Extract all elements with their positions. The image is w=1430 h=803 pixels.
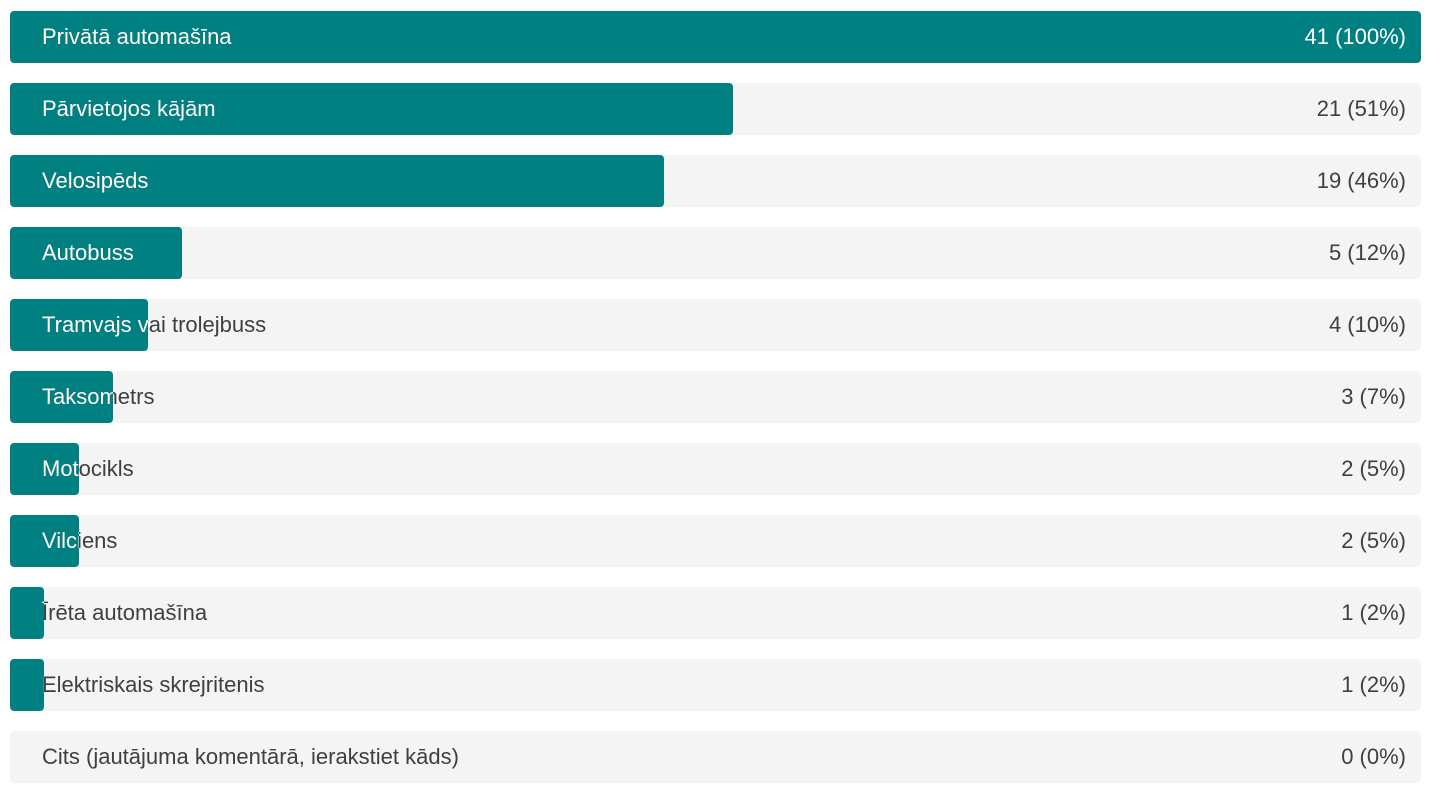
bar-row: Tramvajs vai trolejbuss 4 (10%) Tramvajs v… [10, 299, 1421, 351]
bar-row: Pārvietojos kājām 21 (51%) Pārvietojos kāj… [10, 83, 1421, 135]
category-label-on-bar: Privātā automašīna [42, 24, 232, 49]
bar-row: Īrēta automašīna 1 (2%) Īrēta automašīna [10, 587, 1421, 639]
value-label: 1 (2%) [1341, 672, 1406, 697]
value-label: 5 (12%) [1328, 240, 1406, 265]
bar-row: Cits (jautājuma komentārā, ierakstiet kā… [10, 731, 1421, 783]
category-label: Īrēta automašīna [42, 600, 208, 625]
bar [10, 11, 1421, 63]
bar [10, 155, 664, 207]
value-label: 0 (0%) [1341, 744, 1406, 769]
value-label: 21 (51%) [1316, 96, 1406, 121]
bar [10, 299, 148, 351]
bar [10, 515, 79, 567]
category-label: Tramvajs vai trolejbuss [42, 312, 267, 337]
value-label: 2 (5%) [1341, 528, 1406, 553]
bar-row: Velosipēds 19 (46%) Velosipēds [10, 155, 1421, 207]
category-label-on-bar: Elektriskais skrejritenis [42, 659, 44, 711]
bar [10, 227, 182, 279]
bar-row: Elektriskais skrejritenis 1 (2%) Elektrisk… [10, 659, 1421, 711]
category-label: Cits (jautājuma komentārā, ierakstiet kā… [42, 744, 459, 769]
value-label: 19 (46%) [1316, 168, 1406, 193]
horizontal-bar-chart: Privātā automašīna 41 (100%) Privātā autom… [10, 11, 1421, 803]
value-label: 2 (5%) [1341, 456, 1406, 481]
category-label-on-bar: Motocikls [42, 456, 79, 481]
category-label: Taksometrs [42, 384, 155, 409]
category-label-on-bar: Īrēta automašīna [42, 587, 44, 639]
value-label: 41 (100%) [1304, 24, 1406, 49]
category-label-on-bar: Tramvajs vai trolejbuss [42, 312, 148, 337]
category-label-on-bar: Velosipēds [42, 168, 149, 193]
category-label-on-bar: Autobuss [42, 240, 134, 265]
category-label: Velosipēds [42, 168, 149, 193]
bar-row: Autobuss 5 (12%) Autobuss [10, 227, 1421, 279]
value-label: 3 (7%) [1341, 384, 1406, 409]
category-label: Privātā automašīna [42, 24, 232, 49]
category-label: Motocikls [42, 456, 134, 481]
bar [10, 659, 44, 711]
value-label: 4 (10%) [1328, 312, 1406, 337]
category-label-on-bar: Taksometrs [42, 384, 113, 409]
category-label: Pārvietojos kājām [42, 96, 216, 121]
category-label: Vilciens [42, 528, 118, 553]
category-label: Elektriskais skrejritenis [42, 672, 265, 697]
bar [10, 587, 44, 639]
bar [10, 83, 733, 135]
category-label: Autobuss [42, 240, 134, 265]
value-label: 1 (2%) [1341, 600, 1406, 625]
category-label-on-bar: Pārvietojos kājām [42, 96, 216, 121]
bar [10, 443, 79, 495]
bar [10, 371, 113, 423]
category-label-on-bar: Vilciens [42, 528, 79, 553]
bar-row: Privātā automašīna 41 (100%) Privātā autom… [10, 11, 1421, 63]
